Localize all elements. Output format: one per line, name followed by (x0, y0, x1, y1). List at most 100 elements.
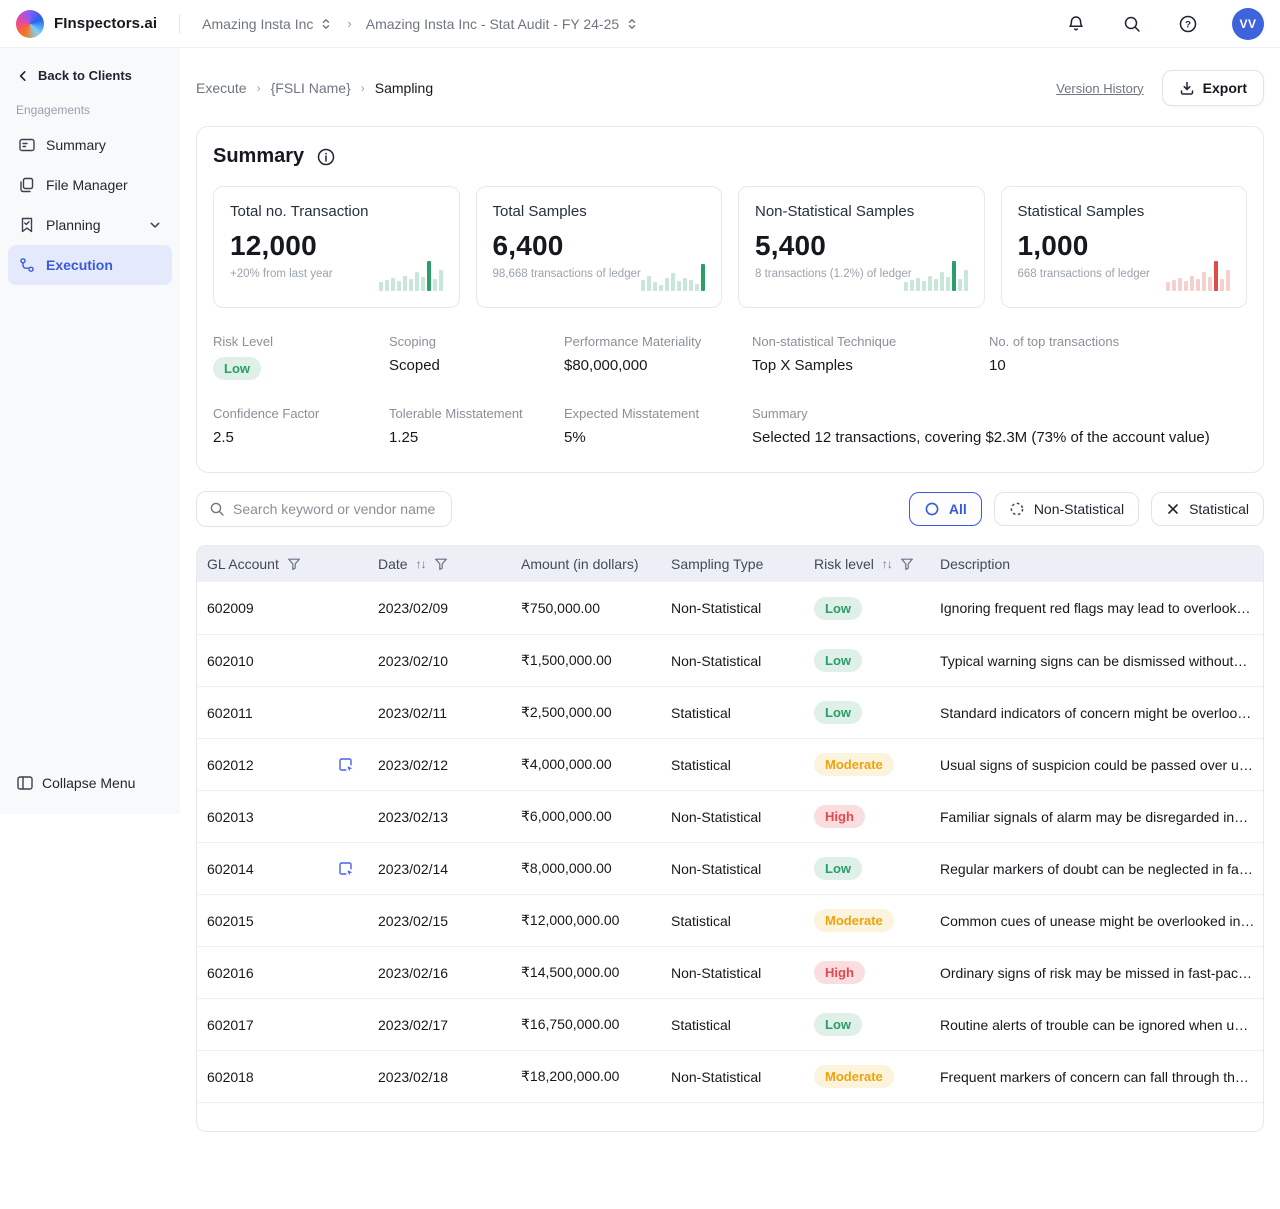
export-button[interactable]: Export (1162, 70, 1264, 106)
sidebar: Back to Clients Engagements Summary File… (0, 48, 180, 814)
risk-badge: Low (814, 857, 862, 880)
amount-cell: ₹18,200,000.00 (511, 1068, 661, 1085)
gl-account-cell: 602014 (197, 861, 368, 877)
sampling-filter-group: All Non-Statistical Statistical (909, 492, 1264, 526)
risk-level-cell: Moderate (804, 909, 930, 932)
date-cell: 2023/02/16 (368, 965, 511, 981)
table-row[interactable]: 602012 2023/02/12 ₹4,000,000.00 Statisti… (197, 738, 1263, 790)
risk-badge: High (814, 805, 865, 828)
sidebar-item-planning[interactable]: Planning (8, 205, 172, 245)
sort-icon[interactable]: ↑↓ (416, 557, 426, 571)
sort-icon[interactable]: ↑↓ (882, 557, 892, 571)
description-cell: Standard indicators of concern might be … (930, 705, 1263, 721)
risk-badge: Low (814, 701, 862, 724)
gl-account-cell: 602016 (197, 965, 368, 981)
user-avatar[interactable]: VV (1232, 8, 1264, 40)
client-selector-label: Amazing Insta Inc (202, 16, 313, 32)
engagement-selector[interactable]: Amazing Insta Inc - Stat Audit - FY 24-2… (366, 16, 639, 32)
search-input[interactable] (233, 501, 439, 517)
sidebar-item-label: Summary (46, 137, 106, 153)
search-box[interactable] (196, 491, 452, 527)
brand-name: FInspectors.ai (54, 15, 157, 32)
search-icon[interactable] (1120, 12, 1144, 36)
filter-non-statistical-button[interactable]: Non-Statistical (994, 492, 1139, 526)
table-row[interactable]: 602015 2023/02/15 ₹12,000,000.00 Statist… (197, 894, 1263, 946)
filter-statistical-button[interactable]: Statistical (1151, 492, 1264, 526)
risk-level-cell: High (804, 961, 930, 984)
export-button-label: Export (1203, 80, 1247, 96)
risk-badge: Moderate (814, 1065, 894, 1088)
notifications-bell-icon[interactable] (1064, 12, 1088, 36)
amount-cell: ₹12,000,000.00 (511, 912, 661, 929)
stat-risk-level: Risk Level Low (213, 334, 389, 380)
sidebar-item-execution[interactable]: Execution (8, 245, 172, 285)
stat-summary-text: Summary Selected 12 transactions, coveri… (752, 406, 1247, 446)
sampling-type-cell: Non-Statistical (661, 861, 804, 877)
table-row[interactable]: 602017 2023/02/17 ₹16,750,000.00 Statist… (197, 998, 1263, 1050)
table-row[interactable]: 602011 2023/02/11 ₹2,500,000.00 Statisti… (197, 686, 1263, 738)
client-selector[interactable]: Amazing Insta Inc (202, 16, 333, 32)
table-row[interactable]: 602016 2023/02/16 ₹14,500,000.00 Non-Sta… (197, 946, 1263, 998)
description-cell: Typical warning signs can be dismissed w… (930, 653, 1263, 669)
table-row[interactable]: 602009 2023/02/09 ₹750,000.00 Non-Statis… (197, 582, 1263, 634)
risk-badge: Low (814, 1013, 862, 1036)
risk-level-cell: Low (804, 649, 930, 672)
help-icon[interactable]: ? (1176, 12, 1200, 36)
sidebar-item-summary[interactable]: Summary (8, 125, 172, 165)
sampling-type-cell: Non-Statistical (661, 653, 804, 669)
sidebar-item-file-manager[interactable]: File Manager (8, 165, 172, 205)
amount-cell: ₹14,500,000.00 (511, 964, 661, 981)
dashed-circle-icon (1009, 501, 1025, 517)
sampling-type-cell: Non-Statistical (661, 965, 804, 981)
summary-panel: Summary Total no. Transaction 12,000 +20… (196, 126, 1264, 473)
table-body: 602009 2023/02/09 ₹750,000.00 Non-Statis… (197, 582, 1263, 1102)
sparkline-chart (379, 259, 443, 291)
date-cell: 2023/02/17 (368, 1017, 511, 1033)
card-total-transactions: Total no. Transaction 12,000 +20% from l… (213, 186, 460, 308)
collapse-menu-button[interactable]: Collapse Menu (0, 762, 180, 814)
stat-top-transactions: No. of top transactions 10 (989, 334, 1247, 380)
note-link-icon[interactable] (338, 757, 354, 773)
filter-funnel-icon[interactable] (287, 557, 301, 571)
chevron-right-icon: › (257, 81, 261, 95)
description-cell: Ignoring frequent red flags may lead to … (930, 600, 1263, 616)
description-cell: Frequent markers of concern can fall thr… (930, 1069, 1263, 1085)
top-navigation-bar: FInspectors.ai Amazing Insta Inc › Amazi… (0, 0, 1280, 48)
search-icon (209, 501, 225, 517)
risk-level-cell: Moderate (804, 753, 930, 776)
gl-account-cell: 602009 (197, 600, 368, 616)
breadcrumb-execute[interactable]: Execute (196, 80, 247, 96)
card-total-samples: Total Samples 6,400 98,668 transactions … (476, 186, 723, 308)
card-value: 5,400 (755, 230, 968, 262)
back-to-clients-label: Back to Clients (38, 68, 132, 83)
date-cell: 2023/02/15 (368, 913, 511, 929)
summary-cards: Total no. Transaction 12,000 +20% from l… (213, 186, 1247, 308)
column-header-sampling-type: Sampling Type (661, 556, 804, 572)
table-row[interactable]: 602013 2023/02/13 ₹6,000,000.00 Non-Stat… (197, 790, 1263, 842)
sparkline-chart (904, 259, 968, 291)
version-history-link[interactable]: Version History (1056, 81, 1143, 96)
planning-bookmark-icon (18, 216, 36, 234)
date-cell: 2023/02/18 (368, 1069, 511, 1085)
breadcrumb-separator: › (347, 16, 351, 31)
filter-funnel-icon[interactable] (900, 557, 914, 571)
download-icon (1179, 80, 1195, 96)
filter-funnel-icon[interactable] (434, 557, 448, 571)
x-icon (1166, 502, 1180, 516)
back-to-clients-button[interactable]: Back to Clients (0, 60, 180, 97)
table-row[interactable]: 602018 2023/02/18 ₹18,200,000.00 Non-Sta… (197, 1050, 1263, 1102)
filter-all-button[interactable]: All (909, 492, 982, 526)
amount-cell: ₹6,000,000.00 (511, 808, 661, 825)
info-icon[interactable] (316, 147, 336, 167)
table-row[interactable]: 602014 2023/02/14 ₹8,000,000.00 Non-Stat… (197, 842, 1263, 894)
risk-level-cell: Moderate (804, 1065, 930, 1088)
card-title: Total Samples (493, 203, 706, 220)
sidebar-item-label: File Manager (46, 177, 128, 193)
card-title: Non-Statistical Samples (755, 203, 968, 220)
table-row[interactable]: 602010 2023/02/10 ₹1,500,000.00 Non-Stat… (197, 634, 1263, 686)
stat-expected-misstatement: Expected Misstatement 5% (564, 406, 752, 446)
breadcrumb-fsli-name[interactable]: {FSLI Name} (271, 80, 351, 96)
note-link-icon[interactable] (338, 861, 354, 877)
breadcrumb: Execute › {FSLI Name} › Sampling (196, 80, 433, 96)
gl-account-cell: 602015 (197, 913, 368, 929)
